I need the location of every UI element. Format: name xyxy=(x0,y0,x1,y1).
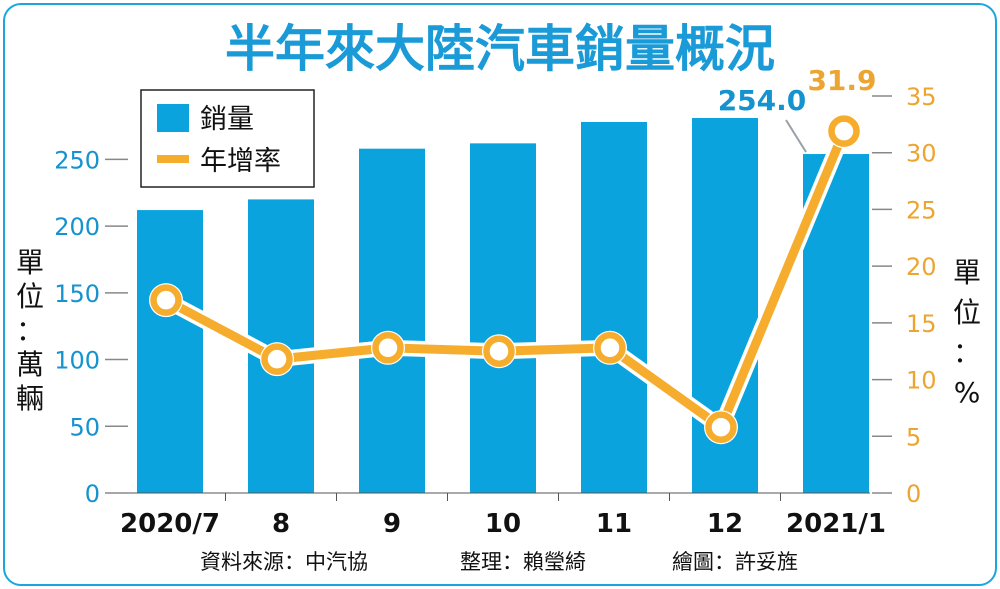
bar-series xyxy=(137,117,869,494)
left-tick-label: 250 xyxy=(54,146,100,174)
annotation-line-value: 31.9 xyxy=(807,64,876,97)
left-axis-ticks: 0 50 100 150 200 250 xyxy=(54,146,128,508)
right-tick-label: 25 xyxy=(906,196,937,224)
legend-label-bar: 銷量 xyxy=(200,104,254,135)
line-point-12 xyxy=(705,411,737,443)
bar-2020/7 xyxy=(137,210,203,494)
right-tick-label: 10 xyxy=(906,367,937,395)
right-tick-label: 35 xyxy=(906,83,937,111)
right-tick-label: 20 xyxy=(906,253,937,281)
legend-swatch-bar xyxy=(157,104,189,132)
bar-10 xyxy=(470,143,536,493)
legend-label-line: 年增率 xyxy=(200,146,281,177)
line-point-2020/7 xyxy=(150,284,182,316)
left-tick-label: 100 xyxy=(54,347,100,375)
left-tick-label: 0 xyxy=(85,480,100,508)
annotation-bar-value: 254.0 xyxy=(718,84,807,117)
line-series xyxy=(149,114,861,445)
x-tick-label: 9 xyxy=(383,509,401,539)
legend-swatch-line xyxy=(157,155,189,163)
line-point-9 xyxy=(372,332,404,364)
right-axis-label: 單位：% xyxy=(953,256,981,409)
left-tick-label: 200 xyxy=(54,213,100,241)
x-tick-label: 2021/1 xyxy=(786,509,886,539)
left-axis-label: 單位：萬輛 xyxy=(16,246,44,415)
bar-9 xyxy=(359,148,425,494)
legend: 銷量 年增率 xyxy=(140,89,315,188)
left-tick-label: 150 xyxy=(54,280,100,308)
left-tick-label: 50 xyxy=(69,413,100,441)
footer-graphic: 繪圖：許妥旌 xyxy=(672,550,798,574)
right-axis-ticks: 0 5 10 15 20 25 30 35 xyxy=(872,83,937,508)
annotation-leader xyxy=(785,119,807,153)
x-tick-label: 8 xyxy=(272,509,290,539)
chart-title: 半年來大陸汽車銷量概況 xyxy=(225,20,775,78)
right-tick-label: 0 xyxy=(906,480,921,508)
bar-11 xyxy=(581,121,647,493)
right-tick-label: 5 xyxy=(906,423,921,451)
line-point-2021/1 xyxy=(828,115,860,147)
x-axis-ticks: 2020/7 8 9 10 11 12 2021/1 xyxy=(105,492,886,539)
annotations: 254.031.9 xyxy=(715,62,879,153)
right-tick-label: 15 xyxy=(906,310,937,338)
x-tick-label: 10 xyxy=(485,509,521,539)
line-point-11 xyxy=(594,332,626,364)
line-point-8 xyxy=(261,343,293,375)
right-tick-label: 30 xyxy=(906,140,937,168)
footer-source: 資料來源：中汽協 xyxy=(200,550,368,574)
x-tick-label: 12 xyxy=(707,509,743,539)
footer-editor: 整理：賴瑩綺 xyxy=(460,550,586,574)
x-tick-label: 2020/7 xyxy=(120,509,220,539)
line-point-10 xyxy=(483,335,515,367)
x-tick-label: 11 xyxy=(596,509,632,539)
